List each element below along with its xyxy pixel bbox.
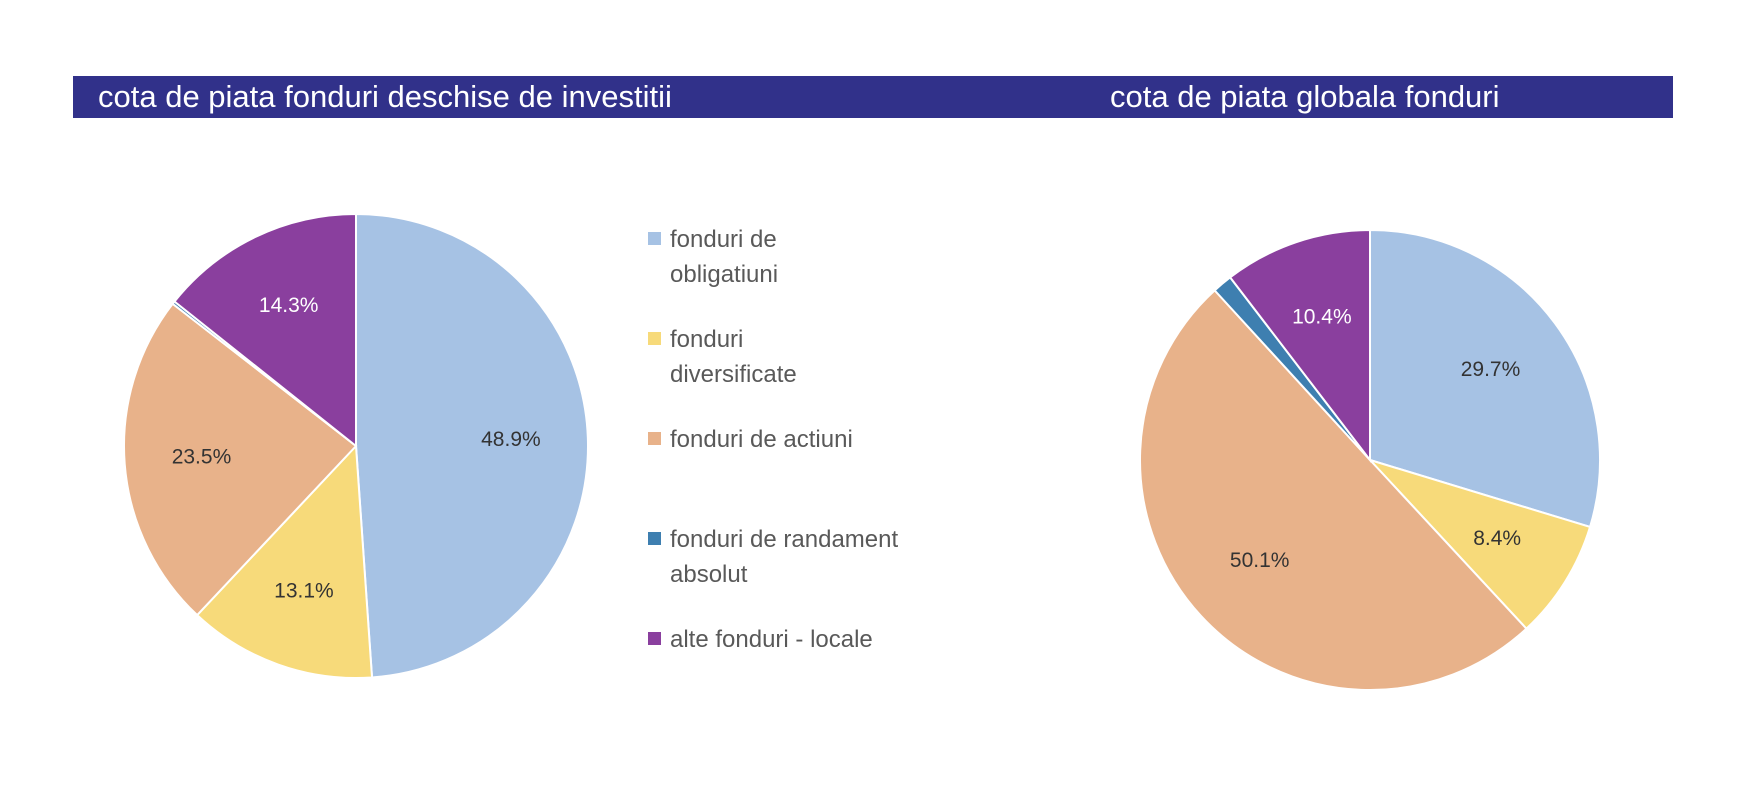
legend-label-absolute-return: fonduri de randament absolut [670,526,899,588]
legend-swatch-equity [648,432,661,445]
data-label-diversified: 13.1% [274,580,334,603]
pie-slice-diversified [195,443,374,679]
pie-slice-other-local [173,212,357,449]
data-label-equity: 50.1% [1230,549,1290,572]
legend-label-equity: fonduri de actiuni [670,426,853,453]
data-label-other-local: 14.3% [259,294,319,317]
legend-swatch-absolute-return [648,532,661,545]
chart-title-left: cota de piata fonduri deschise de invest… [98,79,672,114]
legend-swatch-bonds [648,232,661,245]
title-banner: cota de piata fonduri deschise de invest… [73,76,1673,118]
data-label-bonds: 48.9% [481,428,541,451]
legend-swatch-diversified [648,332,661,345]
data-label-other-local: 10.4% [1292,305,1352,328]
legend-label-other-local: alte fonduri - locale [670,626,873,653]
pie-chart-open-funds: 48.9% 13.1% 23.5% 14.3% [123,212,589,679]
chart-title-right: cota de piata globala fonduri [1110,79,1500,114]
pie-slice-bonds [355,212,589,679]
pie-slice-equity [123,302,358,617]
legend-item-other-local: alte fonduri - locale [648,622,920,657]
pie-chart-global-funds: 29.7% 8.4% 50.1% 10.4% [1139,228,1601,691]
data-label-equity: 23.5% [172,446,232,469]
pie-slice-other-local [1228,228,1371,463]
legend-swatch-other-local [648,632,661,645]
pie-slice-bonds [1369,228,1601,529]
legend-label-diversified: fonduri diversificate [670,326,797,388]
legend-label-bonds: fonduri de obligatiuni [670,226,779,288]
pie-slice-equity [1139,288,1528,691]
data-label-diversified: 8.4% [1473,527,1521,550]
legend-item-bonds: fonduri de obligatiuni [648,222,800,292]
pie-slice-diversified [1366,457,1592,631]
legend-item-equity: fonduri de actiuni [648,422,920,457]
legend-item-diversified: fonduri diversificate [648,322,820,392]
data-label-bonds: 29.7% [1461,358,1521,381]
legend-item-absolute-return: fonduri de randament absolut [648,522,900,592]
